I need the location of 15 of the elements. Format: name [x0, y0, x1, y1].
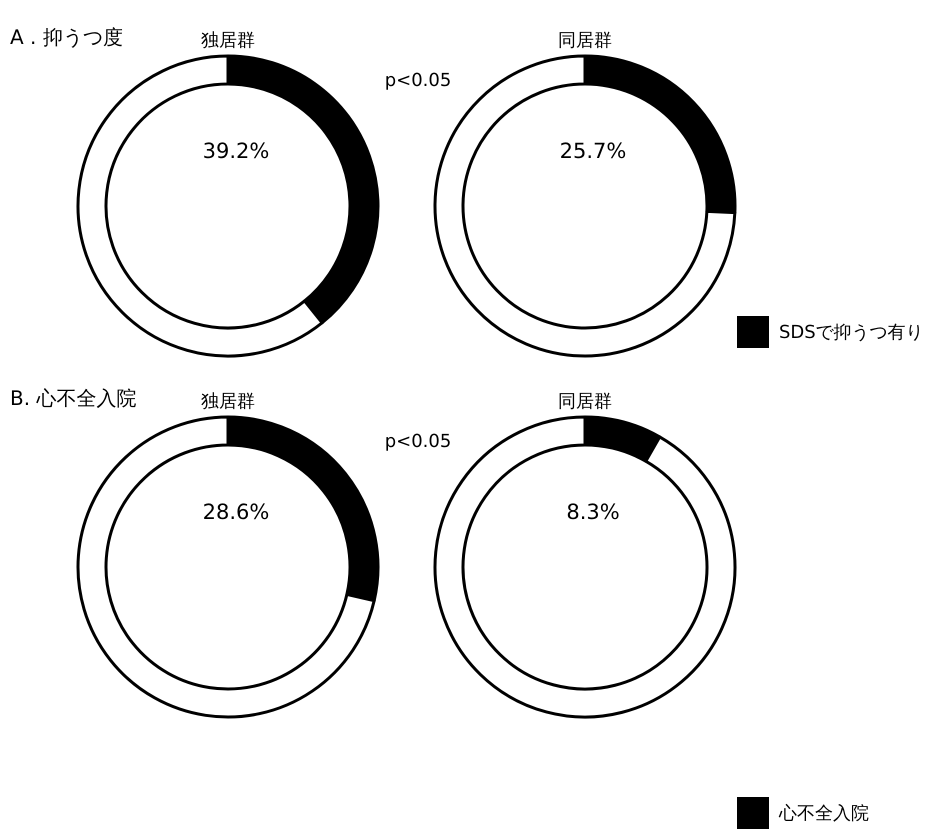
data-label: 28.6% [202, 500, 270, 524]
chart-title: 独居群 [201, 30, 255, 51]
chart-title: 同居群 [558, 30, 612, 51]
data-label: 39.2% [202, 139, 270, 163]
text: B. 心不全入院 [10, 386, 136, 410]
chart-title: 同居群 [558, 391, 612, 412]
data-label: 25.7% [560, 139, 626, 163]
legend-label: 心不全入院 [778, 803, 869, 824]
text: A . 抑うつ度 [10, 25, 123, 49]
chart-title: 独居群 [201, 391, 255, 412]
donut-slice [76, 416, 376, 718]
legend-label: SDSで抑うつ有り [779, 322, 924, 343]
text: p<0.05 [384, 70, 452, 91]
data-label: 8.3% [566, 500, 620, 524]
text: p<0.05 [384, 431, 452, 452]
